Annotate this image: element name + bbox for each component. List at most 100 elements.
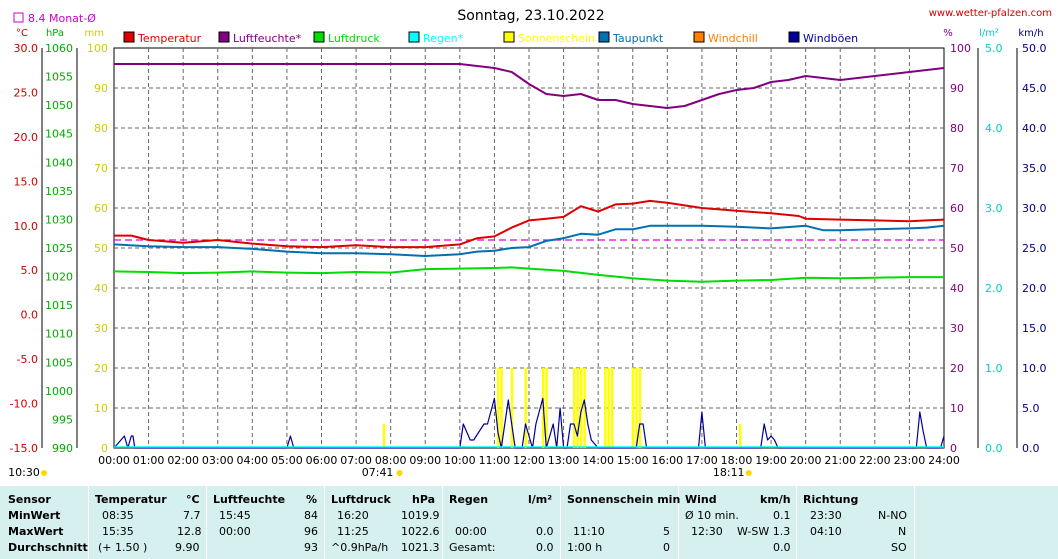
min-hum-val: 84 (304, 509, 318, 522)
sunset-sun-icon (745, 470, 752, 476)
pressure-tick-label: 1020 (45, 271, 73, 284)
avg-hum-val: 93 (304, 541, 318, 554)
min-hum-time: 15:45 (219, 509, 251, 522)
hdr-sun: Sonnenschein min (567, 493, 681, 506)
temp-tick-label: 25.0 (14, 86, 39, 99)
wind-tick-label: 0.0 (1022, 442, 1040, 455)
max-wind-time: 12:30 (691, 525, 723, 538)
sunshine-bar (572, 368, 576, 448)
legend-swatch (788, 31, 800, 43)
percent-tick-label: 100 (950, 42, 971, 55)
legend-swatch (693, 31, 705, 43)
mm-tick-label: 10 (94, 402, 108, 415)
temp-tick-label: 5.0 (21, 264, 39, 277)
hdr-wind-unit: km/h (760, 493, 791, 506)
legend-label: Windchill (708, 32, 758, 45)
sunshine-bar (583, 368, 586, 448)
x-tick-label: 24:00 (928, 454, 960, 467)
min-temp-time: 08:35 (102, 509, 134, 522)
x-tick-label: 03:00 (202, 454, 234, 467)
row-max-label: MaxWert (8, 525, 64, 538)
wind-tick-label: 30.0 (1022, 202, 1047, 215)
avg-rain-label: Gesamt: (449, 541, 496, 554)
pressure-tick-label: 1050 (45, 99, 73, 112)
sunshine-bar (545, 368, 548, 448)
wind-tick-label: 45.0 (1022, 82, 1047, 95)
temp-tick-label: 15.0 (14, 175, 39, 188)
now-sun-icon (41, 470, 47, 476)
series-line-temperatur (114, 199, 945, 249)
pressure-tick-label: 1035 (45, 185, 73, 198)
mm-tick-label: 40 (94, 282, 108, 295)
pressure-tick-label: 995 (52, 413, 73, 426)
min-dir-val: N-NO (878, 509, 908, 522)
hdr-temp-unit: °C (186, 493, 200, 506)
rain-tick-label: 1.0 (985, 362, 1003, 375)
max-rain-time: 00:00 (455, 525, 487, 538)
temp-tick-label: -5.0 (17, 353, 38, 366)
temp-tick-label: -15.0 (10, 442, 38, 455)
avg-press-trend: ^0.9hPa/h (331, 541, 389, 554)
max-wind-val: W-SW 1.3 (737, 525, 791, 538)
plot-area (113, 47, 945, 449)
hdr-press-unit: hPa (412, 493, 436, 506)
max-dir-time: 04:10 (810, 525, 842, 538)
wind-tick-label: 5.0 (1022, 402, 1040, 415)
rain-tick-label: 5.0 (985, 42, 1003, 55)
x-tick-label: 22:00 (859, 454, 891, 467)
now-time-label: 10:30 (8, 466, 40, 479)
avg-rain-val: 0.0 (536, 541, 554, 554)
hdr-wind: Wind (685, 493, 717, 506)
sunshine-bar (510, 368, 514, 448)
x-tick-label: 04:00 (236, 454, 268, 467)
hdr-sensor: Sensor (8, 493, 51, 506)
x-tick-label: 13:00 (548, 454, 580, 467)
mm-tick-label: 80 (94, 122, 108, 135)
rain-unit-label: l/m² (979, 28, 999, 39)
mm-unit-label: mm (85, 28, 104, 39)
x-tick-label: 12:00 (513, 454, 545, 467)
wind-tick-label: 25.0 (1022, 242, 1047, 255)
min-wind-val: 0.1 (773, 509, 791, 522)
temp-unit-label: °C (16, 28, 28, 39)
pressure-tick-label: 1000 (45, 385, 73, 398)
pressure-unit-label: hPa (46, 28, 64, 39)
max-temp-val: 12.8 (177, 525, 202, 538)
wind-tick-label: 15.0 (1022, 322, 1047, 335)
mm-tick-label: 0 (101, 442, 108, 455)
max-hum-val: 96 (304, 525, 318, 538)
sunshine-bar (631, 368, 635, 448)
source-label[interactable]: www.wetter-pfalzen.com (929, 8, 1052, 19)
legend-label: Windböen (803, 32, 858, 45)
x-tick-label: 02:00 (167, 454, 199, 467)
percent-tick-label: 0 (950, 442, 957, 455)
hdr-hum: Luftfeuchte (213, 493, 286, 506)
sunshine-bar (576, 368, 579, 448)
avg-legend-box (13, 12, 24, 23)
wind-tick-label: 20.0 (1022, 282, 1047, 295)
x-tick-label: 20:00 (790, 454, 822, 467)
series-line-taupunkt (113, 224, 945, 257)
max-sun-val: 5 (663, 525, 670, 538)
wind-tick-label: 50.0 (1022, 42, 1047, 55)
min-dir-time: 23:30 (810, 509, 842, 522)
sunshine-bar (500, 368, 503, 448)
temp-tick-label: 10.0 (14, 220, 39, 233)
temp-tick-label: -10.0 (10, 398, 38, 411)
x-tick-label: 09:00 (409, 454, 441, 467)
x-tick-label: 08:00 (375, 454, 407, 467)
percent-tick-label: 10 (950, 402, 964, 415)
min-press-time: 16:20 (337, 509, 369, 522)
sunshine-bar (635, 368, 638, 448)
mm-tick-label: 50 (94, 242, 108, 255)
percent-tick-label: 70 (950, 162, 964, 175)
sunshine-bar (496, 368, 500, 448)
hdr-hum-unit: % (306, 493, 318, 506)
mm-tick-label: 60 (94, 202, 108, 215)
min-temp-val: 7.7 (183, 509, 201, 522)
max-rain-val: 0.0 (536, 525, 554, 538)
hdr-press: Luftdruck (331, 493, 391, 506)
rain-tick-label: 0.0 (985, 442, 1003, 455)
avg-sun-label: 1:00 h (567, 541, 603, 554)
x-tick-label: 15:00 (617, 454, 649, 467)
